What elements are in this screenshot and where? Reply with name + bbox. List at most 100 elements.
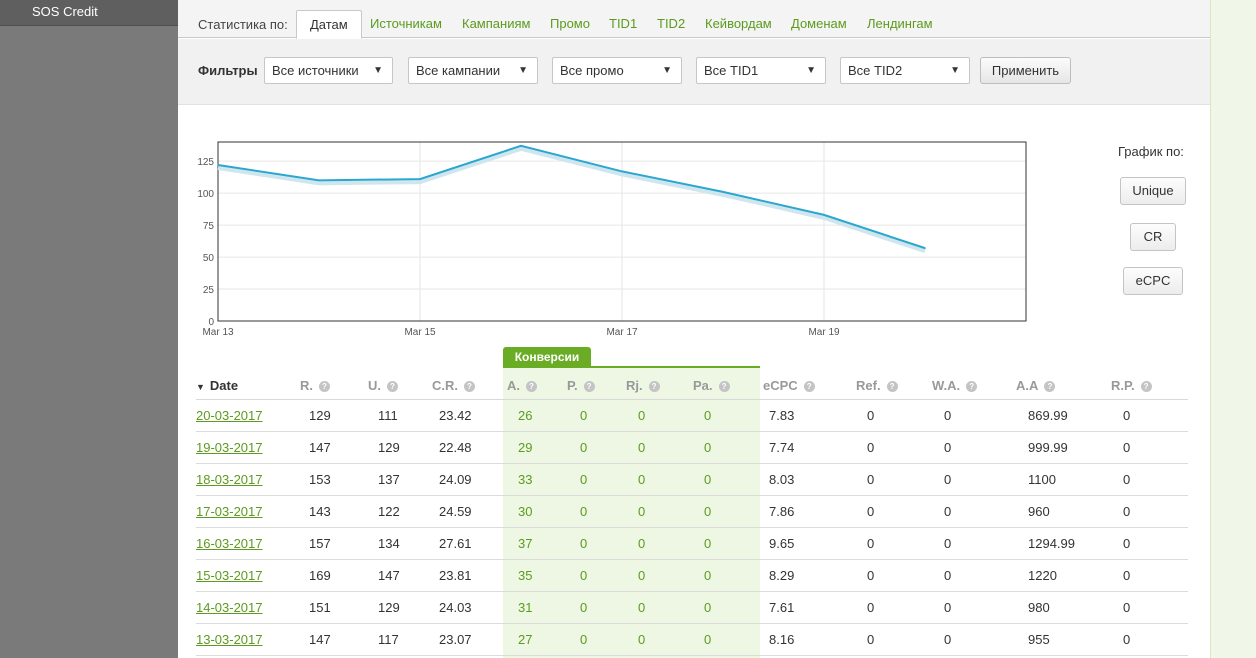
help-icon[interactable]: ? <box>526 381 537 392</box>
data-point <box>621 170 623 173</box>
cell-ecpc: 7.74 <box>769 440 795 455</box>
chart-unique-button[interactable]: Unique <box>1120 177 1186 205</box>
cell-rp: 0 <box>1123 472 1131 487</box>
cell-pa: 0 <box>704 472 712 487</box>
tab-landings[interactable]: Лендингам <box>867 16 933 31</box>
x-tick-label: Mar 19 <box>808 327 840 338</box>
conversions-column-bg <box>503 368 760 658</box>
tid2-select[interactable]: Все TID2 ▼ <box>840 57 970 84</box>
date-link[interactable]: 16-03-2017 <box>196 536 263 551</box>
column-header-ecpc[interactable]: eCPC? <box>763 368 815 400</box>
column-header-rp[interactable]: R.P.? <box>1111 368 1152 400</box>
cell-r: 143 <box>309 504 331 519</box>
conversions-group-underline <box>503 366 760 368</box>
tab-promo[interactable]: Промо <box>550 16 590 31</box>
help-icon[interactable]: ? <box>886 381 898 392</box>
cell-rj: 0 <box>638 632 646 647</box>
column-header-label: P. <box>567 378 578 393</box>
date-link[interactable]: 14-03-2017 <box>196 600 263 615</box>
help-icon[interactable]: ? <box>803 381 815 392</box>
column-header-label: R. <box>300 378 313 393</box>
column-header-a[interactable]: A.? <box>507 368 537 400</box>
help-icon[interactable]: ? <box>387 381 398 392</box>
data-point <box>823 214 825 216</box>
column-header-r[interactable]: R.? <box>300 368 330 400</box>
sources-select[interactable]: Все источники ▼ <box>264 57 393 84</box>
column-header-ref[interactable]: Ref.? <box>856 368 898 400</box>
cell-wa: 0 <box>944 632 952 647</box>
campaigns-select[interactable]: Все кампании ▼ <box>408 57 538 84</box>
help-icon[interactable]: ? <box>718 381 730 392</box>
column-header-label: A.A <box>1016 378 1039 393</box>
cell-r: 147 <box>309 632 331 647</box>
column-header-u[interactable]: U.? <box>368 368 398 400</box>
cell-r: 169 <box>309 568 331 583</box>
sidebar-item-sos-credit[interactable]: SOS Credit <box>0 0 178 26</box>
tab-keywords[interactable]: Кейвордам <box>705 16 772 31</box>
x-tick-label: Mar 13 <box>202 327 234 338</box>
help-icon[interactable]: ? <box>1140 381 1152 392</box>
date-link[interactable]: 13-03-2017 <box>196 632 263 647</box>
column-header-aa[interactable]: A.A? <box>1016 368 1056 400</box>
date-link[interactable]: 20-03-2017 <box>196 408 263 423</box>
cell-r: 147 <box>309 440 331 455</box>
cell-ecpc: 7.86 <box>769 504 795 519</box>
cell-p: 0 <box>580 504 588 519</box>
apply-button[interactable]: Применить <box>980 57 1071 84</box>
help-icon[interactable]: ? <box>966 381 978 392</box>
tab-sources[interactable]: Источникам <box>370 16 442 31</box>
column-header-wa[interactable]: W.A.? <box>932 368 978 400</box>
cell-pa: 0 <box>704 632 712 647</box>
y-tick-label: 125 <box>197 157 214 168</box>
help-icon[interactable]: ? <box>583 381 595 392</box>
chart-cr-button[interactable]: CR <box>1130 223 1176 251</box>
tab-tid1[interactable]: TID1 <box>609 16 638 31</box>
cell-date: 14-03-2017 <box>196 592 263 624</box>
column-header-label: Ref. <box>856 378 881 393</box>
column-header-pa[interactable]: Pa.? <box>693 368 730 400</box>
cell-ecpc: 7.83 <box>769 408 795 423</box>
cell-aa: 1220 <box>1028 568 1057 583</box>
column-header-label: Rj. <box>626 378 643 393</box>
tid1-select[interactable]: Все TID1 ▼ <box>696 57 826 84</box>
column-header-label: A. <box>507 378 520 393</box>
help-icon[interactable]: ? <box>648 381 660 392</box>
cell-rp: 0 <box>1123 632 1131 647</box>
date-link[interactable]: 18-03-2017 <box>196 472 263 487</box>
tab-dates[interactable]: Датам <box>296 10 362 39</box>
table-row: 14-03-2017 151 129 24.03 31 0 0 0 7.61 0 0 980 0 <box>196 592 1188 624</box>
promo-select[interactable]: Все промо ▼ <box>552 57 682 84</box>
help-icon[interactable]: ? <box>464 381 475 392</box>
column-header-p[interactable]: P.? <box>567 368 595 400</box>
cell-ref: 0 <box>867 408 875 423</box>
date-link[interactable]: 17-03-2017 <box>196 504 263 519</box>
date-link[interactable]: 19-03-2017 <box>196 440 263 455</box>
column-header-rj[interactable]: Rj.? <box>626 368 660 400</box>
cell-u: 134 <box>378 536 400 551</box>
cell-ecpc: 9.65 <box>769 536 795 551</box>
cell-aa: 980 <box>1028 600 1050 615</box>
cell-u: 111 <box>378 408 398 423</box>
cell-ref: 0 <box>867 504 875 519</box>
x-tick-label: Mar 15 <box>404 327 436 338</box>
tab-domains[interactable]: Доменам <box>791 16 847 31</box>
help-icon[interactable]: ? <box>319 381 330 392</box>
cell-a: 26 <box>518 408 533 423</box>
cell-ecpc: 8.03 <box>769 472 795 487</box>
column-header-date[interactable]: ▼ Date <box>196 368 238 400</box>
date-link[interactable]: 15-03-2017 <box>196 568 263 583</box>
cell-r: 129 <box>309 408 331 423</box>
chevron-down-icon: ▼ <box>662 65 672 76</box>
cell-ref: 0 <box>867 568 875 583</box>
cell-cr: 27.61 <box>439 536 472 551</box>
help-icon[interactable]: ? <box>1044 381 1056 392</box>
tab-campaigns[interactable]: Кампаниям <box>462 16 531 31</box>
tab-tid2[interactable]: TID2 <box>657 16 686 31</box>
cell-date: 16-03-2017 <box>196 528 263 560</box>
column-header-label: eCPC <box>763 378 798 393</box>
cell-pa: 0 <box>704 536 712 551</box>
table-row: 20-03-2017 129 111 23.42 26 0 0 0 7.83 0 0 869.99 0 <box>196 400 1188 432</box>
cell-wa: 0 <box>944 536 952 551</box>
chart-ecpc-button[interactable]: eCPC <box>1123 267 1183 295</box>
column-header-cr[interactable]: C.R.? <box>432 368 475 400</box>
